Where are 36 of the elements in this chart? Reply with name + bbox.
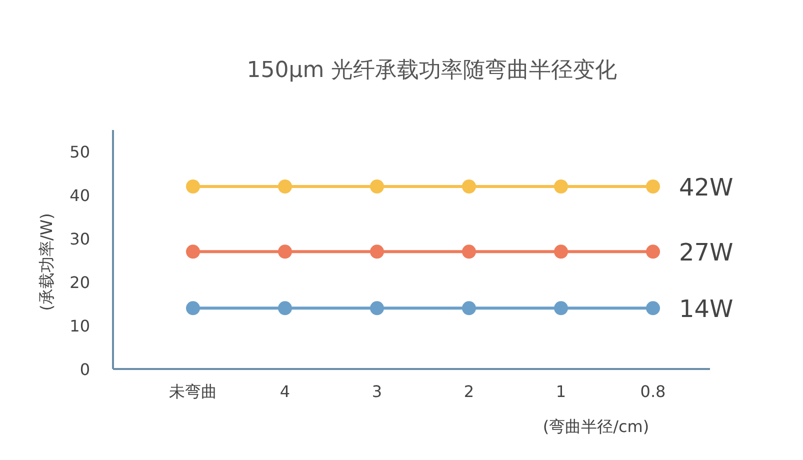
point: [646, 244, 660, 259]
y-tick-label: 10: [70, 316, 90, 336]
x-axis-title: (弯曲半径/cm): [542, 417, 650, 436]
y-tick-label: 30: [70, 230, 90, 249]
point: [186, 179, 200, 194]
x-tick-label: 1: [556, 382, 566, 401]
x-tick-label: 0.8: [640, 382, 666, 401]
point: [646, 301, 660, 316]
point: [646, 179, 660, 194]
x-tick-label: 2: [464, 382, 474, 401]
y-tick-label: 0: [80, 360, 90, 379]
data-label: 27W: [679, 238, 734, 267]
x-tick-label: 3: [372, 382, 382, 401]
data-label: 42W: [679, 173, 734, 202]
point: [462, 244, 476, 259]
point: [278, 244, 292, 259]
point: [462, 179, 476, 194]
y-tick-label: 20: [70, 273, 90, 292]
x-tick-label: 4: [280, 382, 290, 401]
point: [278, 179, 292, 194]
point: [554, 301, 568, 316]
point: [186, 301, 200, 316]
point: [186, 244, 200, 259]
point: [370, 179, 384, 194]
point: [370, 301, 384, 316]
point: [370, 244, 384, 259]
y-tick-label: 50: [70, 142, 90, 162]
chart-title: 150μm 光纤承载功率随弯曲半径变化: [246, 58, 618, 83]
x-tick-label: 未弯曲: [169, 382, 217, 401]
point: [554, 179, 568, 194]
y-tick-label: 40: [70, 186, 90, 206]
point: [462, 301, 476, 316]
point: [554, 244, 568, 259]
data-label: 14W: [679, 295, 734, 324]
point: [278, 301, 292, 316]
y-axis-title: (承载功率/W): [37, 213, 56, 311]
